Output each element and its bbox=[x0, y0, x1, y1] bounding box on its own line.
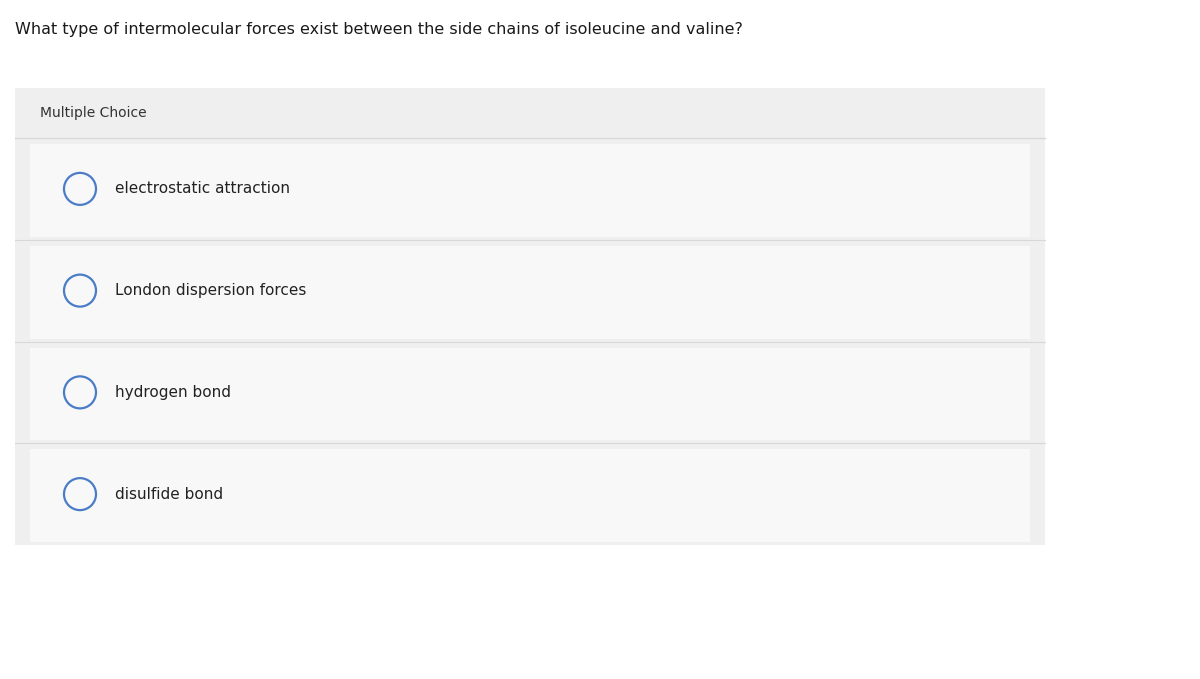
FancyBboxPatch shape bbox=[30, 144, 1030, 237]
Text: disulfide bond: disulfide bond bbox=[115, 487, 223, 502]
Text: Multiple Choice: Multiple Choice bbox=[40, 106, 146, 120]
Text: London dispersion forces: London dispersion forces bbox=[115, 283, 306, 298]
FancyBboxPatch shape bbox=[30, 348, 1030, 440]
Text: hydrogen bond: hydrogen bond bbox=[115, 385, 230, 400]
FancyBboxPatch shape bbox=[14, 88, 1045, 545]
FancyBboxPatch shape bbox=[30, 246, 1030, 339]
Text: What type of intermolecular forces exist between the side chains of isoleucine a: What type of intermolecular forces exist… bbox=[14, 22, 743, 37]
Text: electrostatic attraction: electrostatic attraction bbox=[115, 181, 290, 196]
FancyBboxPatch shape bbox=[30, 449, 1030, 542]
